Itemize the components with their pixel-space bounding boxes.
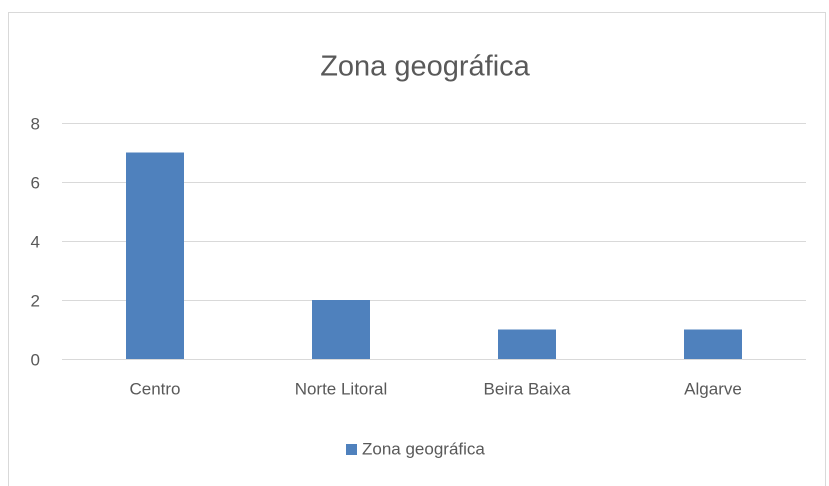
legend-swatch	[346, 444, 357, 455]
x-tick-label: Beira Baixa	[484, 379, 571, 398]
x-tick-label: Centro	[129, 379, 180, 398]
legend-label: Zona geográfica	[362, 439, 485, 458]
bar	[498, 329, 556, 359]
y-tick-label: 8	[31, 114, 40, 133]
x-tick-label: Algarve	[684, 379, 742, 398]
bar	[312, 300, 370, 359]
y-tick-label: 0	[31, 350, 40, 369]
chart-title: Zona geográfica	[320, 51, 530, 83]
chart-border	[8, 12, 826, 486]
bar	[684, 329, 742, 359]
y-tick-label: 2	[31, 291, 40, 310]
y-tick-label: 6	[31, 173, 40, 192]
x-tick-label: Norte Litoral	[295, 379, 388, 398]
bar	[126, 152, 184, 359]
y-tick-label: 4	[31, 232, 40, 251]
